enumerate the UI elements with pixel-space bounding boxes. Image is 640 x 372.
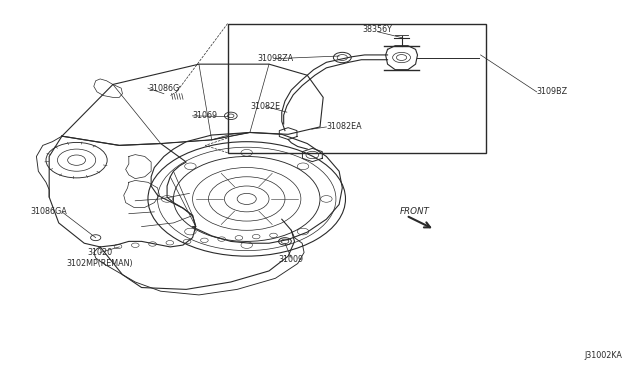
Text: 31009: 31009 — [279, 255, 304, 264]
Text: 31069: 31069 — [193, 111, 218, 121]
Text: 31086GA: 31086GA — [30, 207, 67, 217]
Bar — [228, 23, 486, 153]
Text: 3109BZ: 3109BZ — [537, 87, 568, 96]
Text: 31086G: 31086G — [148, 84, 179, 93]
Text: FRONT: FRONT — [399, 207, 429, 217]
Text: 31020: 31020 — [88, 248, 113, 257]
Text: 38356Y: 38356Y — [362, 25, 392, 33]
Text: 3102MP(REMAN): 3102MP(REMAN) — [67, 259, 134, 268]
Text: 31098ZA: 31098ZA — [257, 54, 294, 63]
Text: 31082EA: 31082EA — [326, 122, 362, 131]
Text: 31082E: 31082E — [251, 102, 281, 111]
Text: J31002KA: J31002KA — [585, 351, 623, 360]
